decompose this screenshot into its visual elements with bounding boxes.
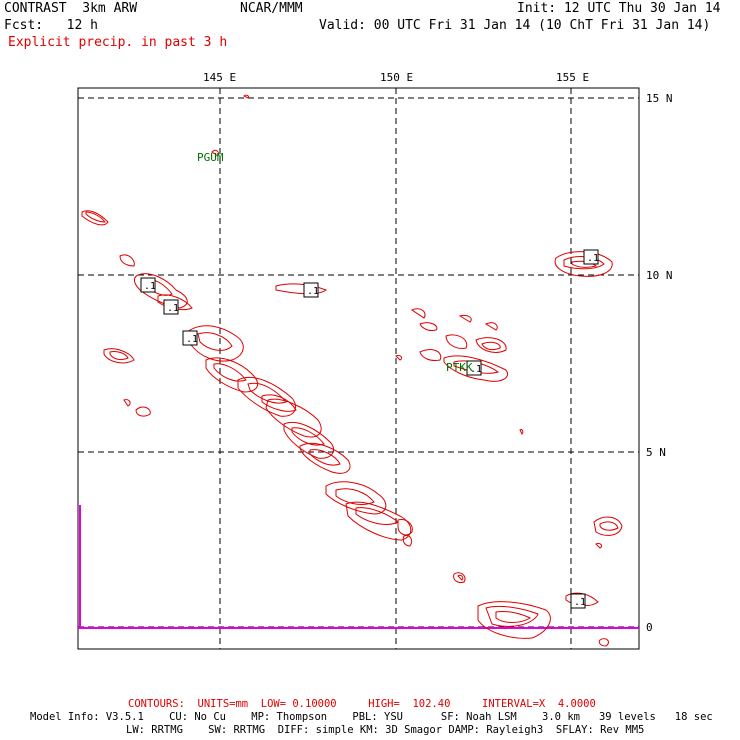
svg-text:.1: .1 [186,334,198,345]
valid-time: Valid: 00 UTC Fri 31 Jan 14 (10 ChT Fri … [319,18,711,33]
model-info-line-2: LW: RRTMG SW: RRTMG DIFF: simple KM: 3D … [126,724,645,736]
contour-label: .1 [570,593,586,609]
contour-label: .1 [466,360,482,376]
forecast-hour: Fcst: 12 h [4,18,98,33]
lat-label-0: 0 [646,621,653,634]
contour-label: .1 [140,277,156,293]
contour-label: .1 [163,299,179,315]
init-time: Init: 12 UTC Thu 30 Jan 14 [517,1,721,16]
lat-label-10n: 10 N [646,269,673,282]
contour-label: .1 [583,249,599,265]
station-pgum: PGUM [197,151,224,164]
graticule [78,88,639,649]
lat-label-5n: 5 N [646,446,666,459]
contour-label: .1 [303,282,319,298]
model-info-line-1: Model Info: V3.5.1 CU: No Cu MP: Thompso… [30,711,713,723]
field-title: Explicit precip. in past 3 h [8,35,228,50]
svg-text:.1: .1 [587,253,599,264]
precip-contours [81,94,623,647]
lat-label-15n: 15 N [646,92,673,105]
svg-text:.1: .1 [574,597,586,608]
lon-label-145: 145 E [203,71,237,84]
svg-text:.1: .1 [167,303,179,314]
lon-label-155: 155 E [556,71,590,84]
svg-text:.1: .1 [470,364,482,375]
svg-text:.1: .1 [144,281,156,292]
organization-label: NCAR/MMM [240,1,303,16]
map-frame [77,87,640,650]
station-ptkk: PTKK [446,361,473,374]
contours-info: CONTOURS: UNITS=mm LOW= 0.10000 HIGH= 10… [128,698,596,710]
svg-text:.1: .1 [307,286,319,297]
model-title: CONTRAST 3km ARW [4,1,138,16]
contour-label: .1 [182,330,198,346]
lon-label-150: 150 E [380,71,414,84]
coastline [78,505,639,629]
contour-labels: .1 .1 .1 .1 .1 .1 .1 [140,249,599,609]
